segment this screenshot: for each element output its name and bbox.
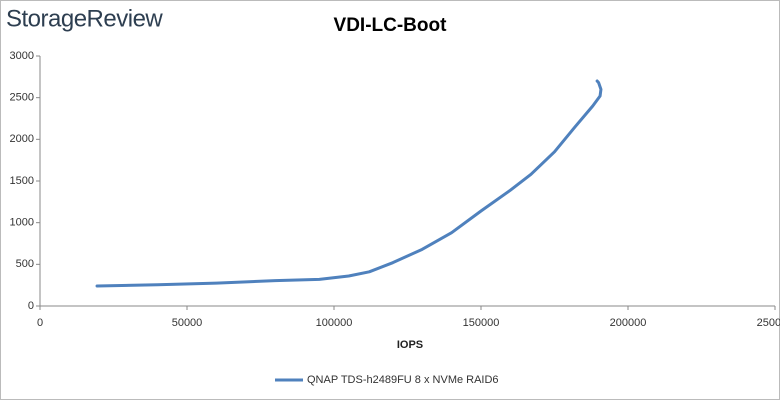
y-tick-label: 500	[16, 258, 34, 270]
legend-label: QNAP TDS-h2489FU 8 x NVMe RAID6	[307, 374, 499, 386]
y-tick-label: 0	[28, 300, 34, 312]
x-tick-label: 150000	[463, 317, 500, 329]
chart-title: VDI-LC-Boot	[334, 15, 448, 36]
y-tick-label: 2000	[10, 133, 34, 145]
x-tick-label: 100000	[316, 317, 353, 329]
logo: StorageReview	[6, 5, 163, 32]
y-tick-label: 1000	[10, 217, 34, 229]
y-tick-label: 3000	[10, 50, 34, 62]
x-tick-label: 200000	[610, 317, 647, 329]
x-tick-label: 0	[37, 317, 43, 329]
x-tick-label: 50000	[172, 317, 203, 329]
x-axis-title: IOPS	[397, 339, 423, 351]
y-tick-label: 2500	[10, 92, 34, 104]
x-tick-label: 250000	[757, 317, 780, 329]
line-series	[95, 79, 603, 288]
y-tick-label: 1500	[10, 175, 34, 187]
